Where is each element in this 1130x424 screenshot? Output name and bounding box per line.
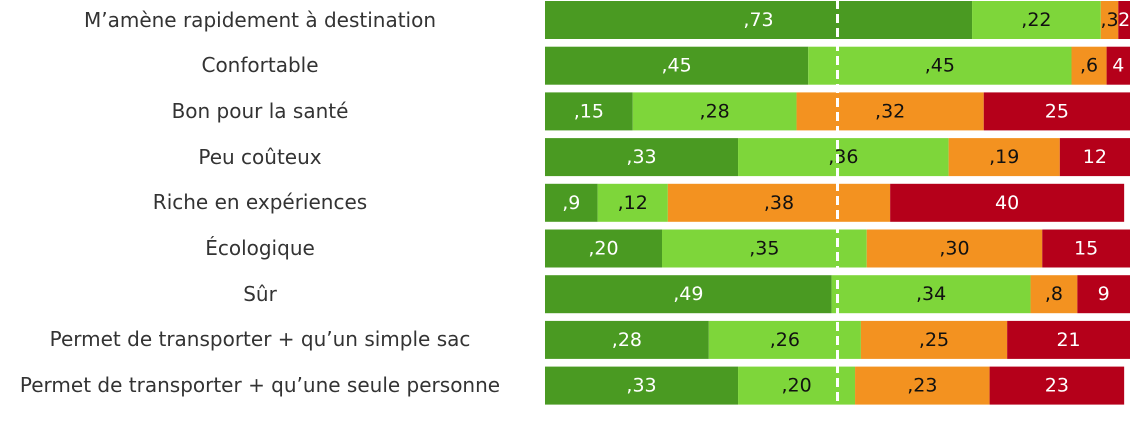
bar-segment — [708, 320, 861, 359]
bar-segment — [738, 366, 856, 405]
value-label: ,8 — [1045, 283, 1063, 305]
value-label: 15 — [1074, 238, 1098, 260]
value-label: ,9 — [562, 192, 580, 214]
bar-segment — [860, 320, 1008, 359]
value-label: ,35 — [749, 238, 779, 260]
value-label: ,6 — [1080, 55, 1098, 77]
bar-segment — [545, 1, 973, 39]
category-label: Permet de transporter + qu’une seule per… — [19, 373, 501, 398]
value-label: 40 — [995, 192, 1019, 214]
value-label: 9 — [1098, 283, 1110, 305]
bar-segment — [1071, 46, 1107, 85]
value-label: ,22 — [1021, 9, 1051, 31]
bar-segment — [738, 138, 949, 177]
bar-segment — [1118, 1, 1130, 39]
value-label: ,3 — [1100, 9, 1118, 31]
bar-segment — [545, 92, 633, 131]
value-label: ,20 — [588, 238, 618, 260]
value-label: ,33 — [626, 146, 656, 168]
category-label: Bon pour la santé — [171, 98, 349, 123]
bar-segment — [1059, 138, 1130, 177]
bar-segment — [545, 138, 739, 177]
value-label: 12 — [1083, 146, 1107, 168]
value-label: ,26 — [770, 329, 800, 351]
bar-segment — [972, 1, 1101, 39]
value-label: ,23 — [907, 375, 937, 397]
value-label: 21 — [1056, 329, 1080, 351]
value-label: ,73 — [743, 9, 773, 31]
value-label: 4 — [1112, 55, 1124, 77]
bar-segment — [1106, 46, 1130, 85]
value-label: ,30 — [939, 238, 969, 260]
bar-segment — [855, 366, 990, 405]
value-label: ,19 — [989, 146, 1019, 168]
value-label: ,38 — [764, 192, 794, 214]
bar-segment — [1030, 275, 1078, 314]
bar-segment — [796, 92, 984, 131]
bar-segment — [1100, 1, 1119, 39]
bar-segment — [667, 183, 891, 222]
bar-segment — [545, 275, 832, 314]
value-label: ,49 — [673, 283, 703, 305]
category-label: Permet de transporter + qu’un simple sac — [49, 327, 471, 352]
bar-segment — [1007, 320, 1130, 359]
value-label: ,36 — [828, 146, 858, 168]
category-label: M’amène rapidement à destination — [83, 7, 437, 32]
value-label: ,32 — [875, 100, 905, 122]
bar-segment — [866, 229, 1043, 268]
value-label: ,15 — [574, 100, 604, 122]
bar-segment — [545, 366, 739, 405]
bar-segment — [632, 92, 797, 131]
bar-segment — [545, 320, 709, 359]
bar-segment — [948, 138, 1060, 177]
bar-segment — [545, 229, 662, 268]
category-label: Peu coûteux — [198, 144, 322, 169]
value-label: 23 — [1045, 375, 1069, 397]
category-label: Riche en expériences — [152, 190, 368, 215]
value-label: ,12 — [618, 192, 648, 214]
bar-segment — [983, 92, 1130, 131]
value-label: ,34 — [916, 283, 946, 305]
bar-segment — [1077, 275, 1130, 314]
bar-segment — [545, 183, 598, 222]
value-label: ,28 — [700, 100, 730, 122]
bar-segment — [545, 46, 809, 85]
value-label: 25 — [1045, 100, 1069, 122]
value-label: ,28 — [612, 329, 642, 351]
category-label: Sûr — [243, 281, 277, 306]
bar-segment — [989, 366, 1125, 405]
value-label: ,45 — [925, 55, 955, 77]
bar-segment — [831, 275, 1031, 314]
bar-segment — [597, 183, 668, 222]
category-label: Confortable — [201, 53, 319, 78]
bar-segment — [808, 46, 1072, 85]
value-label: ,25 — [919, 329, 949, 351]
bar-segment — [890, 183, 1125, 222]
value-label: ,33 — [626, 375, 656, 397]
value-label: ,20 — [781, 375, 811, 397]
category-label: Écologique — [205, 236, 315, 260]
value-label: 2 — [1118, 9, 1130, 31]
value-label: ,45 — [662, 55, 692, 77]
bar-segment — [1042, 229, 1130, 268]
bar-segment — [662, 229, 867, 268]
